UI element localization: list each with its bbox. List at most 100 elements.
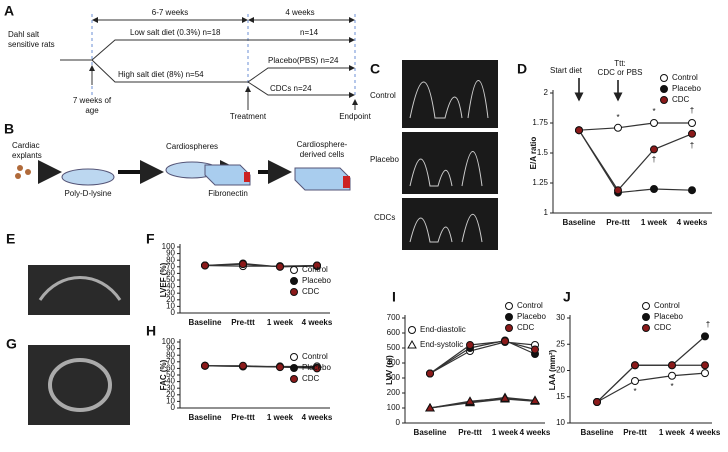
y-tick-label: 90 [166,344,175,353]
legend-marker [290,277,298,285]
x-tick-label: 4 weeks [690,428,721,437]
timeline-text: Dahl salt [8,30,40,39]
y-tick-label: 70 [166,262,175,271]
echo-structure [38,276,122,301]
x-tick-label: 4 weeks [520,428,551,437]
y-tick-label: 20 [166,295,175,304]
step-label: Fibronectin [208,189,248,198]
y-axis-label: E/A ratio [529,137,538,170]
cap [244,172,250,182]
charts: 1 1.25 1.5 1.75 2 E/A ratio Baseline Pre-ttt 1 w… [159,59,721,437]
point [668,371,676,380]
series-line [578,129,693,192]
legend-label: End-systolic [420,340,463,349]
y-tick-label: 10 [166,302,175,311]
legend-marker [642,324,650,332]
series-line [596,335,706,403]
y-tick-label: 50 [166,275,175,284]
series-line [429,340,536,374]
legend-label: Placebo [517,312,546,321]
annotation: * [616,113,619,122]
point [276,363,284,372]
point [701,361,709,370]
series-line [578,129,693,194]
flask [204,164,251,186]
point [614,186,622,195]
timeline-text: sensitive rats [8,40,55,49]
waveform [409,151,483,187]
y-tick-label: 1.75 [532,118,548,127]
legend-label: Placebo [302,363,331,372]
legend-label: CDC [302,287,320,296]
y-tick-label: 1 [544,208,549,217]
y-tick-label: 20 [166,390,175,399]
y-tick-label: 100 [162,242,176,251]
tissue [17,165,23,171]
group-label: n=14 [300,28,319,37]
y-tick-label: 80 [166,350,175,359]
annotation: † [652,155,656,164]
legend-label: CDC [517,323,535,332]
series-line [596,372,706,403]
x-tick-label: Pre-ttt [458,428,482,437]
doppler: Control Placebo CDCs [370,60,498,250]
step-label: Cardiospheres [166,142,218,151]
x-tick-label: Baseline [189,318,222,327]
series-line [596,364,705,403]
point [650,145,658,154]
dish [61,168,115,186]
annotation: Start diet [550,66,583,75]
y-tick-label: 50 [166,370,175,379]
series-line [429,341,536,375]
y-tick-label: 0 [396,418,401,427]
timeline: Dahl salt sensitive rats 6-7 weeks 4 wee… [8,8,372,121]
panel-label: H [146,323,156,339]
image-label: Control [370,91,396,100]
annotation: CDC or PBS [598,68,643,77]
legend-label: CDC [302,374,320,383]
y-tick-label: 500 [387,343,401,352]
legend-label: Control [302,265,328,274]
annotation: Ttt: [614,59,626,68]
axis [569,315,712,424]
cap [343,176,350,188]
y-axis-label: LVV (ul) [385,355,394,385]
panel-label: B [4,121,14,137]
y-tick-label: 600 [387,328,401,337]
group-label: High salt diet (8%) n=54 [118,70,204,79]
waveform [409,213,483,243]
point [701,332,709,341]
panel-label: D [517,61,527,77]
x-tick-label: 1 week [659,428,686,437]
annotation: † [690,106,694,115]
doppler-image [402,198,498,250]
x-tick-label: 4 weeks [302,413,333,422]
x-tick-label: 1 week [267,318,294,327]
annotation: * [670,382,673,391]
point [531,345,539,354]
annotation: † [706,320,710,329]
legend-marker [290,288,298,296]
tissue [25,169,31,175]
y-tick-label: 200 [387,388,401,397]
point [426,369,434,378]
point [530,395,540,404]
x-tick-label: 4 weeks [302,318,333,327]
waveform [409,80,489,119]
panel-labels: A B C D E F G H I J [4,3,571,352]
legend-marker [505,324,513,332]
point [201,361,209,370]
y-tick-label: 400 [387,358,401,367]
y-tick-label: 700 [387,313,401,322]
image-label: CDCs [374,213,395,222]
series-line [429,339,536,375]
y-tick-label: 10 [556,418,565,427]
tissue [15,173,21,179]
doppler-image [402,60,498,128]
step-label: explants [12,151,42,160]
panel-label: G [6,336,17,352]
step-label: Cardiosphere- [297,140,348,149]
legend-label: CDC [672,95,690,104]
axis [552,90,712,214]
